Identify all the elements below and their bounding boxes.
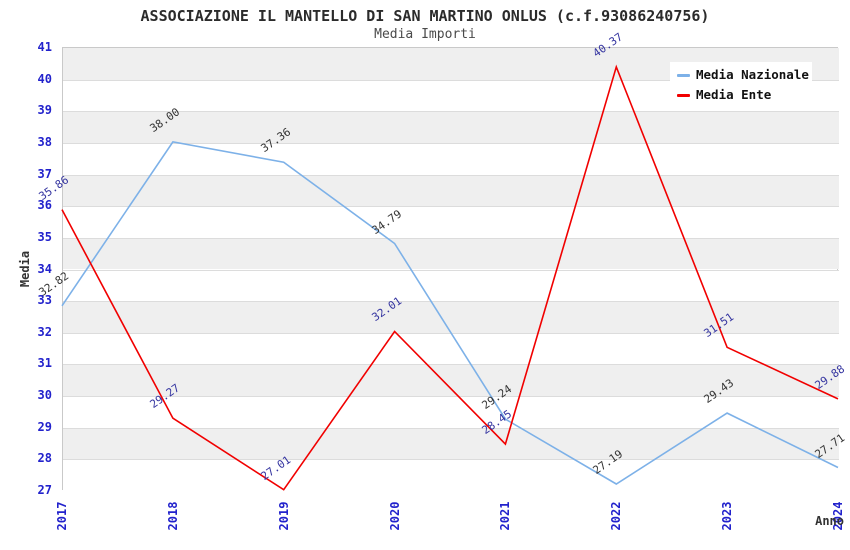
grid-band [63, 237, 839, 270]
gridline [63, 459, 839, 461]
gridline [63, 237, 839, 239]
grid-band [63, 332, 839, 365]
gridline [63, 332, 839, 334]
y-tick-label: 35 [37, 229, 52, 244]
y-tick-label: 33 [37, 293, 52, 308]
grid-band [63, 459, 839, 491]
gridline [63, 269, 839, 271]
y-tick-label: 32 [37, 324, 52, 339]
gridline [63, 174, 839, 176]
x-tick-label: 2017 [55, 501, 69, 531]
legend: Media Nazionale Media Ente [670, 62, 812, 109]
y-tick-label: 38 [37, 134, 52, 149]
media-nazionale-line-swatch [677, 74, 690, 77]
gridline [63, 427, 839, 429]
x-tick-label: 2020 [387, 501, 402, 531]
gridline [63, 301, 839, 303]
x-tick-label: 2023 [720, 501, 735, 531]
y-tick-label: 40 [37, 71, 52, 86]
legend-item-media-nazionale: Media Nazionale [670, 65, 812, 85]
gridline [63, 364, 839, 366]
y-tick-label: 41 [37, 40, 52, 54]
grid-band [63, 174, 839, 207]
x-tick-label: 2022 [609, 501, 624, 531]
y-tick-label: 37 [37, 166, 52, 181]
gridline [63, 206, 839, 208]
y-tick-label: 28 [37, 451, 52, 466]
grid-band [63, 142, 839, 175]
grid-band [63, 427, 839, 460]
gridline [63, 142, 839, 144]
legend-label: Media Nazionale [696, 67, 809, 82]
y-tick-label: 30 [37, 388, 52, 403]
y-tick-label: 27 [37, 483, 52, 497]
y-tick-label: 34 [37, 261, 52, 276]
grid-band [63, 269, 839, 302]
x-tick-label: 2018 [165, 501, 180, 531]
y-tick-label: 31 [37, 356, 52, 371]
grid-band [63, 396, 839, 428]
grid-band [63, 206, 839, 238]
media-ente-line-swatch [677, 94, 690, 97]
y-tick-label: 39 [37, 103, 52, 118]
x-axis-title: Anno [815, 514, 844, 528]
chart-title: ASSOCIAZIONE IL MANTELLO DI SAN MARTINO … [140, 7, 710, 25]
x-tick-label: 2021 [498, 501, 513, 531]
legend-label: Media Ente [696, 87, 772, 102]
legend-item-media-ente: Media Ente [670, 85, 812, 105]
chart-subtitle: Media Importi [374, 27, 476, 42]
y-axis-title: Media [18, 250, 32, 288]
x-tick-label: 2019 [276, 501, 291, 531]
y-tick-label: 36 [37, 198, 52, 213]
y-tick-label: 29 [37, 419, 52, 434]
